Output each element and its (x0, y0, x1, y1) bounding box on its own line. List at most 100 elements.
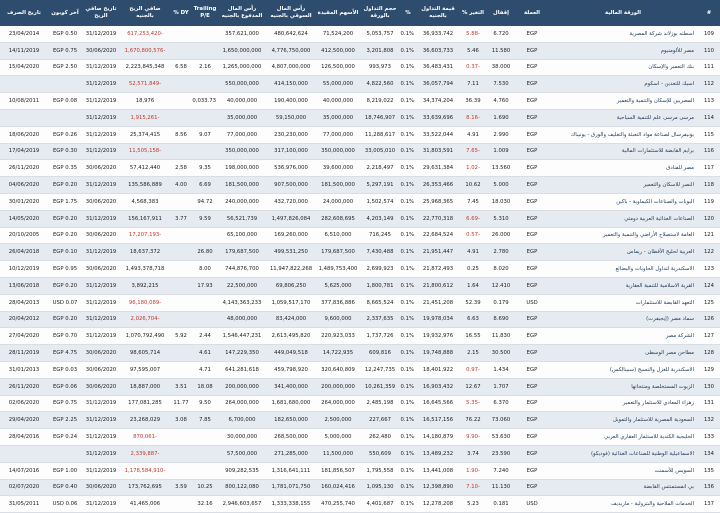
cell-name[interactable]: المصريين للإسكان والتنمية والتعمير (548, 92, 698, 110)
col-header-coupondate[interactable]: تاريخ الصرف (0, 0, 48, 26)
cell-lastcoupon: EGP 0.35 (48, 159, 82, 178)
col-header-lastcoupon[interactable]: آخر كوبون (48, 0, 82, 26)
col-header-num[interactable]: # (698, 0, 720, 26)
cell-dy: 8.56 (170, 126, 192, 144)
cell-name[interactable]: برايم القابضة للاستثمارات المالية (548, 143, 698, 161)
table-row[interactable]: 131 زهراء المعادي للاستثمار والتعمير EGP 6.… (0, 395, 720, 413)
cell-name[interactable]: الصناعات الغذائية العربية دومتي (548, 210, 698, 228)
cell-name[interactable]: القرية الاسلامية للتنمية العقارية (548, 277, 698, 295)
table-row[interactable]: 113 المصريين للإسكان والتنمية والتعمير EGP… (0, 92, 720, 110)
table-row[interactable]: 117 مصر للفنادق EGP 13.560 -1.02 29,631,384 0.… (0, 159, 720, 178)
table-row[interactable]: 135 السويس للأسمنت EGP 7.240 -1.90 13,441,008… (0, 462, 720, 480)
cell-name[interactable]: اسطنه بوزلاند شركة المصرية (548, 26, 698, 43)
table-row[interactable]: 130 الزيوت المستخلصة ومنتجاتها EGP 1.707 12.… (0, 378, 720, 396)
col-header-shares[interactable]: الأسهم المقيدة (316, 0, 360, 26)
cell-name[interactable]: مصر للألومنيوم (548, 42, 698, 60)
table-row[interactable]: 132 السعودية المصرية للاستثمار والتمويل EG… (0, 411, 720, 430)
table-row[interactable]: 129 الاسكندرية للغزل والنسيج (سبينالكس) EG… (0, 361, 720, 379)
col-header-paidcap[interactable]: رأس المال المدفوع بالجنيه (218, 0, 266, 26)
table-row[interactable]: 127 الشركة مصر EGP 11.830 16.55 19,932,976 0.1… (0, 327, 720, 346)
cell-name[interactable]: اسيك للتعدين - اسكوم (548, 75, 698, 94)
cell-lastcoupon (48, 445, 82, 463)
table-row[interactable]: 133 الخليجية الكندية للاستثمار العقاري ال… (0, 428, 720, 446)
cell-mktval: 13,441,008 (416, 462, 460, 480)
cell-name[interactable]: يونيفرسال لصناعة مواد التعبئة والتغليف و… (548, 126, 698, 144)
cell-name[interactable]: الخليجية الكندية للاستثمار العقاري العرب… (548, 428, 698, 446)
col-header-profitdate[interactable]: تاريخ صافي الربح (82, 0, 120, 26)
table-row[interactable]: 115 يونيفرسال لصناعة مواد التعبئة والتغلي… (0, 126, 720, 144)
cell-name[interactable]: الزيوت المستخلصة ومنتجاتها (548, 378, 698, 396)
cell-pct: 0.1% (400, 294, 416, 312)
cell-name[interactable]: مرسى مرسى علم للتنمية السياحية (548, 109, 698, 127)
table-row[interactable]: 120 الصناعات الغذائية العربية دومتي EGP 5.3… (0, 210, 720, 228)
cell-lastcoupon: EGP 0.30 (48, 143, 82, 161)
cell-shares: 24,000,000 (316, 193, 360, 211)
cell-name[interactable]: مطاحن مصر الوسطى (548, 344, 698, 362)
cell-name[interactable]: مصر للفنادق (548, 159, 698, 178)
col-header-dy[interactable]: DY % (170, 0, 192, 26)
table-row[interactable]: 121 العامة لاستصلاح الأراضي والتنمية والت… (0, 227, 720, 245)
cell-name[interactable]: زهراء المعادي للاستثمار والتعمير (548, 395, 698, 413)
cell-name[interactable]: الشركة مصر (548, 327, 698, 346)
cell-dy (170, 75, 192, 94)
cell-name[interactable]: الاسكندرية لتداول الحاويات والبضائع (548, 260, 698, 278)
table-row[interactable]: 112 اسيك للتعدين - اسكوم EGP 7.530 7.11 36,05… (0, 75, 720, 94)
cell-name[interactable]: السويس للأسمنت (548, 462, 698, 480)
cell-name[interactable]: بنك التعمير والإسكان (548, 59, 698, 77)
col-header-volume[interactable]: حجم التداول بالورقة (360, 0, 400, 26)
cell-lastcoupon: EGP 0.75 (48, 42, 82, 60)
table-row[interactable]: 109 اسطنه بوزلاند شركة المصرية EGP 6.720 -5.… (0, 26, 720, 43)
cell-mktcap: 1,333,338,155 (266, 495, 316, 513)
col-header-name[interactable]: الورقة المالية (548, 0, 698, 26)
table-row[interactable]: 110 مصر للألومنيوم EGP 11.580 5.46 36,603,733… (0, 42, 720, 60)
cell-name[interactable]: الخدمات الملاحية والبترولية - ماريديف (548, 495, 698, 513)
table-row[interactable]: 123 الاسكندرية لتداول الحاويات والبضائع EG… (0, 260, 720, 278)
table-row[interactable]: 134 الاسماعيلية الوطنية للصناعات الغذائية… (0, 445, 720, 463)
table-row[interactable]: 118 النصر للاسكان والتعمير EGP 5.000 10.62 26… (0, 176, 720, 194)
cell-name[interactable]: العامة لاستصلاح الأراضي والتنمية والتعمي… (548, 227, 698, 245)
cell-name[interactable]: النصر للاسكان والتعمير (548, 176, 698, 194)
cell-netprofit: -617,253,420 (120, 26, 170, 43)
cell-name[interactable]: العربية لحليج الأقطان - ريماس (548, 243, 698, 262)
cell-profitdate: 31/12/2019 (82, 445, 120, 463)
table-row[interactable]: 119 البويات والصناعات الكيماوية - باكين EG… (0, 193, 720, 211)
cell-coupondate: 15/04/2020 (0, 59, 48, 77)
cell-name[interactable]: الاسماعيلية الوطنية للصناعات الغذائية (ف… (548, 445, 698, 463)
col-header-mktval[interactable]: قيمة التداول بالجنيه (416, 0, 460, 26)
cell-name[interactable]: التعهد القابضة للاستثمارات (548, 294, 698, 312)
cell-dy: 2.58 (170, 159, 192, 178)
table-row[interactable]: 122 العربية لحليج الأقطان - ريماس EGP 2.780… (0, 243, 720, 262)
cell-name[interactable]: السعودية المصرية للاستثمار والتمويل (548, 411, 698, 430)
cell-currency: EGP (516, 176, 548, 194)
table-row[interactable]: 125 التعهد القابضة للاستثمارات USD 0.179 52.… (0, 294, 720, 312)
col-header-close[interactable]: إقفال (486, 0, 516, 26)
cell-name[interactable]: سماد مصر (إيجيفرت) (548, 311, 698, 329)
cell-shares: 350,000,000 (316, 143, 360, 161)
cell-close: 7.530 (486, 75, 516, 94)
cell-profitdate: 31/12/2019 (82, 210, 120, 228)
col-header-mktcap[interactable]: رأس المال السوقي بالجنيه (266, 0, 316, 26)
cell-name[interactable]: الاسكندرية للغزل والنسيج (سبينالكس) (548, 361, 698, 379)
cell-name[interactable]: بي انفستمنتس القابضة (548, 479, 698, 497)
table-row[interactable]: 124 القرية الاسلامية للتنمية العقارية EGP 1… (0, 277, 720, 295)
col-header-change[interactable]: التغير % (460, 0, 486, 26)
table-row[interactable]: 128 مطاحن مصر الوسطى EGP 30.500 2.15 19,748,8… (0, 344, 720, 362)
col-header-pct[interactable]: % (400, 0, 416, 26)
table-row[interactable]: 126 سماد مصر (إيجيفرت) EGP 8.690 6.63 19,978,… (0, 311, 720, 329)
cell-num: 128 (698, 344, 720, 362)
col-header-pe[interactable]: Trailing P/E (192, 0, 218, 26)
col-header-currency[interactable]: العملة (516, 0, 548, 26)
col-header-netprofit[interactable]: صافي الربح بالجنيه (120, 0, 170, 26)
cell-num: 116 (698, 143, 720, 161)
table-row[interactable]: 111 بنك التعمير والإسكان EGP 38.000 -0.37 36,… (0, 59, 720, 77)
cell-profitdate: 30/06/2020 (82, 227, 120, 245)
table-row[interactable]: 114 مرسى مرسى علم للتنمية السياحية EGP 1.69… (0, 109, 720, 127)
table-row[interactable]: 116 برايم القابضة للاستثمارات المالية EGP 1… (0, 143, 720, 161)
cell-netprofit: -2,339,887 (120, 445, 170, 463)
table-row[interactable]: 136 بي انفستمنتس القابضة EGP 11.130 -7.10 12,… (0, 479, 720, 497)
cell-name[interactable]: البويات والصناعات الكيماوية - باكين (548, 193, 698, 211)
table-row[interactable]: 137 الخدمات الملاحية والبترولية - ماريديف… (0, 495, 720, 513)
cell-close: 8.020 (486, 260, 516, 278)
cell-netprofit: 1,493,378,718 (120, 260, 170, 278)
cell-close: 53.630 (486, 428, 516, 446)
